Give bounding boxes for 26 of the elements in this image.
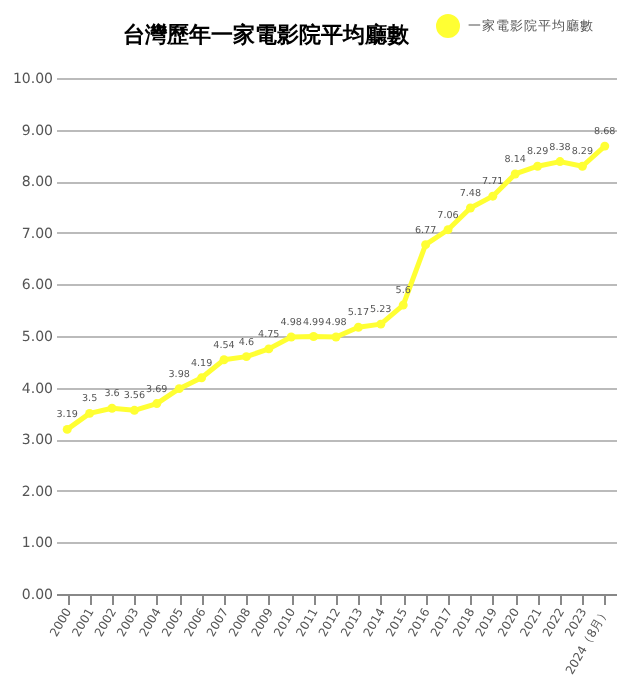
point bbox=[577, 161, 587, 171]
point bbox=[219, 355, 229, 365]
point bbox=[152, 399, 162, 409]
point bbox=[264, 344, 274, 354]
point bbox=[398, 300, 408, 310]
point bbox=[488, 191, 498, 201]
point bbox=[85, 408, 95, 418]
point bbox=[197, 373, 207, 383]
point bbox=[421, 240, 431, 250]
point bbox=[309, 332, 319, 341]
point bbox=[241, 352, 251, 362]
point bbox=[443, 225, 453, 235]
point bbox=[465, 203, 475, 213]
point bbox=[286, 332, 296, 342]
point bbox=[600, 141, 610, 151]
chart-title: 台灣歷年一家電影院平均廳數 bbox=[123, 22, 411, 48]
point bbox=[331, 332, 341, 342]
point bbox=[376, 319, 386, 329]
point bbox=[510, 169, 520, 179]
point bbox=[129, 405, 139, 415]
point bbox=[533, 161, 543, 171]
point bbox=[174, 384, 184, 394]
point bbox=[62, 424, 72, 434]
point bbox=[353, 322, 363, 332]
point bbox=[555, 157, 565, 167]
point bbox=[107, 403, 117, 413]
